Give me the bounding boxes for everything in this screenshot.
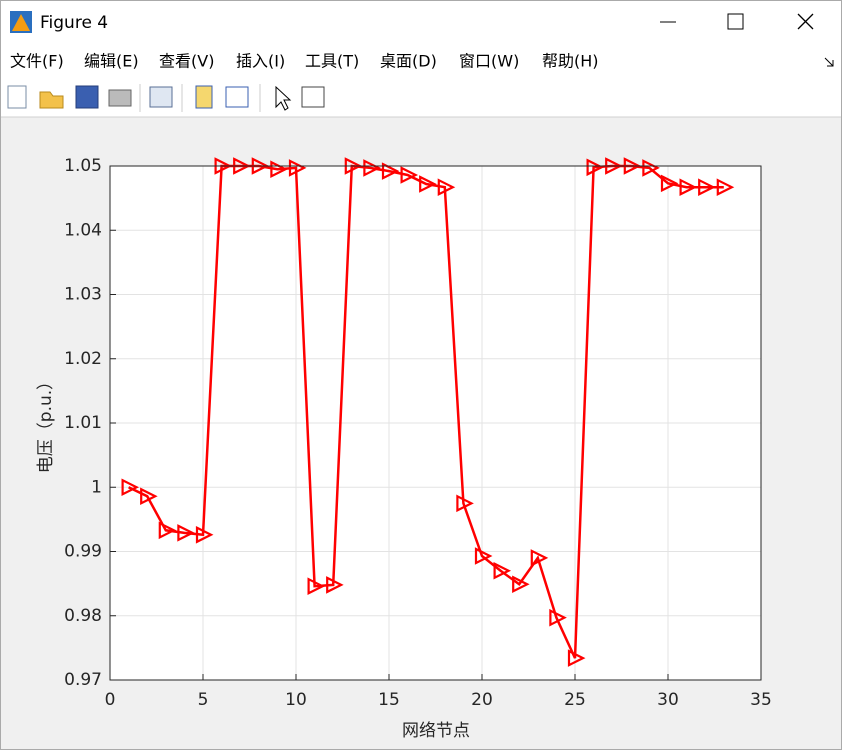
marker [567, 649, 586, 667]
app-icon [10, 11, 32, 33]
x-tick-label: 5 [198, 690, 209, 710]
colorbar-button[interactable] [195, 85, 213, 109]
marker [660, 174, 679, 193]
menu-bar: 文件(F) 编辑(E) 查看(V) 插入(I) 工具(T) 桌面(D) 窗口(W) 帮助(H) [10, 52, 599, 71]
y-tick-label: 1 [91, 477, 102, 497]
marker [381, 162, 400, 180]
marker [679, 178, 698, 196]
marker [400, 166, 419, 184]
marker [121, 478, 140, 497]
marker [437, 178, 456, 196]
marker [177, 524, 195, 542]
link-button[interactable] [149, 86, 173, 108]
x-tick-label: 35 [750, 690, 772, 710]
window-title: Figure 4 [40, 13, 108, 33]
y-tick-label: 1.01 [64, 413, 102, 433]
marker [642, 159, 660, 177]
x-axis-label: 网络节点 [402, 721, 470, 741]
marker [586, 158, 605, 177]
marker [419, 175, 437, 193]
marker [493, 561, 512, 580]
maximize-button[interactable] [727, 13, 744, 30]
menu-item[interactable]: 查看(V) [159, 52, 214, 71]
marker [363, 159, 381, 177]
marker [512, 575, 530, 594]
y-tick-label: 1.02 [64, 349, 102, 369]
legend-button[interactable] [225, 86, 249, 108]
save-button[interactable] [75, 85, 99, 109]
dock-button[interactable] [824, 57, 834, 67]
marker [530, 549, 549, 567]
menu-item[interactable]: 窗口(W) [459, 52, 519, 71]
marker [549, 608, 567, 627]
x-tick-label: 30 [657, 690, 679, 710]
menu-item[interactable]: 文件(F) [10, 52, 64, 71]
y-axis-label: 电压（p.u.） [36, 373, 56, 473]
marker [288, 159, 307, 177]
axes-box [109, 165, 762, 681]
marker [474, 547, 493, 565]
y-tick-label: 1.05 [64, 156, 102, 176]
x-tick-label: 25 [564, 690, 586, 710]
menu-item[interactable]: 编辑(E) [84, 52, 139, 71]
y-tick-label: 0.97 [64, 670, 102, 690]
x-tick-label: 20 [471, 690, 493, 710]
y-tick-label: 1.03 [64, 285, 102, 305]
menu-item[interactable]: 插入(I) [236, 52, 285, 71]
marker [195, 526, 214, 544]
menu-item[interactable]: 帮助(H) [542, 52, 599, 71]
open-button[interactable] [39, 91, 64, 109]
x-tick-label: 10 [285, 690, 307, 710]
marker [307, 577, 326, 595]
marker [326, 576, 344, 594]
y-tick-label: 0.98 [64, 606, 102, 626]
edit-button[interactable] [275, 85, 292, 111]
toolbar [7, 84, 325, 112]
close-button[interactable] [797, 13, 814, 30]
marker [698, 178, 716, 196]
marker [716, 178, 735, 196]
menu-item[interactable]: 工具(T) [305, 52, 359, 71]
marker [456, 494, 474, 513]
x-tick-label: 15 [378, 690, 400, 710]
property-button[interactable] [301, 86, 325, 108]
y-tick-label: 1.04 [64, 220, 102, 240]
print-button[interactable] [108, 89, 132, 107]
y-tick-label: 0.99 [64, 542, 102, 562]
x-tick-label: 0 [105, 690, 116, 710]
marker [158, 521, 177, 540]
marker [140, 487, 158, 506]
new-button[interactable] [7, 85, 27, 109]
menu-item[interactable]: 桌面(D) [380, 52, 437, 71]
